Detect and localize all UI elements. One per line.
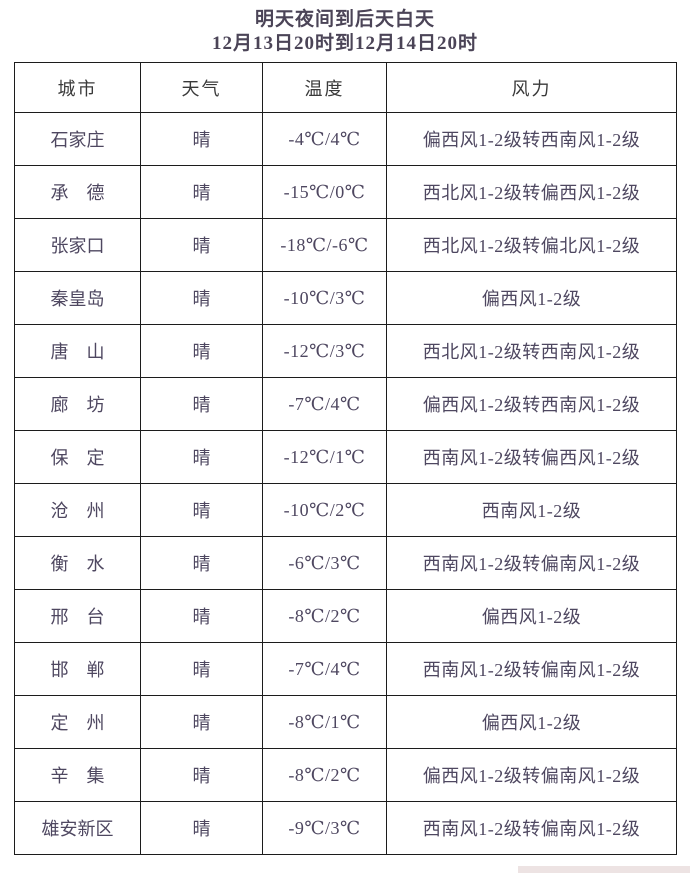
weather-forecast-table: 城市 天气 温度 风力 石家庄晴 -4℃/4℃ 偏西风1-2级转西南风1-2级承 德…: [14, 62, 677, 855]
table-row: 邯 郸晴 -7℃/4℃ 西南风1-2级转偏南风1-2级: [14, 642, 677, 696]
temp-cell: -8℃/2℃: [262, 748, 387, 802]
temp-cell: -9℃/3℃: [262, 801, 387, 855]
wind-cell: 西北风1-2级转偏西风1-2级: [386, 165, 677, 219]
temp-cell: -4℃/4℃: [262, 112, 387, 166]
table-row: 石家庄晴 -4℃/4℃ 偏西风1-2级转西南风1-2级: [14, 112, 677, 166]
table-header-row: 城市 天气 温度 风力: [14, 62, 677, 113]
title-line-1: 明天夜间到后天白天: [254, 9, 435, 30]
city-cell: 唐 山: [14, 324, 141, 378]
table-row: 雄安新区晴 -9℃/3℃ 西南风1-2级转偏南风1-2级: [14, 801, 677, 855]
header-city: 城市: [14, 62, 141, 113]
wind-cell: 偏西风1-2级: [386, 695, 677, 749]
wind-cell: 西北风1-2级转西南风1-2级: [386, 324, 677, 378]
weather-cell: 晴: [140, 483, 263, 537]
weather-cell: 晴: [140, 218, 263, 272]
city-cell: 定 州: [14, 695, 141, 749]
table-row: 张家口晴 -18℃/-6℃ 西北风1-2级转偏北风1-2级: [14, 218, 677, 272]
temp-cell: -7℃/4℃: [262, 377, 387, 431]
wind-cell: 西南风1-2级转偏西风1-2级: [386, 430, 677, 484]
city-cell: 张家口: [14, 218, 141, 272]
table-row: 保 定晴 -12℃/1℃ 西南风1-2级转偏西风1-2级: [14, 430, 677, 484]
table-row: 秦皇岛晴 -10℃/3℃ 偏西风1-2级: [14, 271, 677, 325]
weather-cell: 晴: [140, 377, 263, 431]
city-cell: 石家庄: [14, 112, 141, 166]
city-cell: 衡 水: [14, 536, 141, 590]
temp-cell: -7℃/4℃: [262, 642, 387, 696]
weather-cell: 晴: [140, 430, 263, 484]
table-row: 邢 台晴 -8℃/2℃ 偏西风1-2级: [14, 589, 677, 643]
weather-cell: 晴: [140, 165, 263, 219]
city-cell: 保 定: [14, 430, 141, 484]
wind-cell: 偏西风1-2级转偏南风1-2级: [386, 748, 677, 802]
weather-cell: 晴: [140, 695, 263, 749]
city-cell: 廊 坊: [14, 377, 141, 431]
table-row: 沧 州晴 -10℃/2℃ 西南风1-2级: [14, 483, 677, 537]
wind-cell: 偏西风1-2级转西南风1-2级: [386, 112, 677, 166]
city-cell: 邯 郸: [14, 642, 141, 696]
weather-cell: 晴: [140, 112, 263, 166]
city-cell: 秦皇岛: [14, 271, 141, 325]
header-wind: 风力: [386, 62, 677, 113]
city-cell: 沧 州: [14, 483, 141, 537]
temp-cell: -6℃/3℃: [262, 536, 387, 590]
table-row: 衡 水晴 -6℃/3℃ 西南风1-2级转偏南风1-2级: [14, 536, 677, 590]
wind-cell: 西南风1-2级转偏南风1-2级: [386, 801, 677, 855]
table-row: 辛 集晴 -8℃/2℃ 偏西风1-2级转偏南风1-2级: [14, 748, 677, 802]
city-cell: 邢 台: [14, 589, 141, 643]
weather-cell: 晴: [140, 801, 263, 855]
wind-cell: 西南风1-2级转偏南风1-2级: [386, 642, 677, 696]
wind-cell: 偏西风1-2级转西南风1-2级: [386, 377, 677, 431]
wind-cell: 西北风1-2级转偏北风1-2级: [386, 218, 677, 272]
weather-cell: 晴: [140, 589, 263, 643]
header-weather: 天气: [140, 62, 263, 113]
temp-cell: -8℃/1℃: [262, 695, 387, 749]
temp-cell: -12℃/1℃: [262, 430, 387, 484]
temp-cell: -10℃/3℃: [262, 271, 387, 325]
page-title: 明天夜间到后天白天 12月13日20时到12月14日20时: [0, 0, 690, 56]
temp-cell: -10℃/2℃: [262, 483, 387, 537]
table-row: 廊 坊晴 -7℃/4℃ 偏西风1-2级转西南风1-2级: [14, 377, 677, 431]
city-cell: 辛 集: [14, 748, 141, 802]
table-row: 定 州晴 -8℃/1℃ 偏西风1-2级: [14, 695, 677, 749]
wind-cell: 偏西风1-2级: [386, 271, 677, 325]
wind-cell: 偏西风1-2级: [386, 589, 677, 643]
city-cell: 承 德: [14, 165, 141, 219]
wind-cell: 西南风1-2级: [386, 483, 677, 537]
header-temp: 温度: [262, 62, 387, 113]
weather-cell: 晴: [140, 324, 263, 378]
city-cell: 雄安新区: [14, 801, 141, 855]
temp-cell: -18℃/-6℃: [262, 218, 387, 272]
watermark-bar: [518, 866, 690, 873]
table-row: 唐 山晴 -12℃/3℃ 西北风1-2级转西南风1-2级: [14, 324, 677, 378]
title-line-2: 12月13日20时到12月14日20时: [211, 32, 478, 54]
temp-cell: -8℃/2℃: [262, 589, 387, 643]
weather-cell: 晴: [140, 271, 263, 325]
weather-cell: 晴: [140, 748, 263, 802]
table-row: 承 德晴 -15℃/0℃ 西北风1-2级转偏西风1-2级: [14, 165, 677, 219]
weather-table-body: 石家庄晴 -4℃/4℃ 偏西风1-2级转西南风1-2级承 德晴 -15℃/0℃ 西北风1…: [14, 112, 677, 855]
wind-cell: 西南风1-2级转偏南风1-2级: [386, 536, 677, 590]
weather-cell: 晴: [140, 536, 263, 590]
temp-cell: -12℃/3℃: [262, 324, 387, 378]
temp-cell: -15℃/0℃: [262, 165, 387, 219]
weather-cell: 晴: [140, 642, 263, 696]
